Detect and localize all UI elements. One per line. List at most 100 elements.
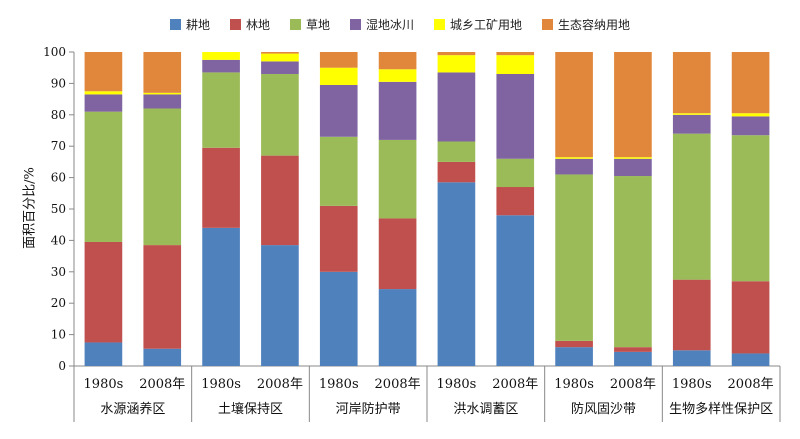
bar-segment	[261, 245, 299, 366]
bar-segment	[555, 157, 593, 159]
bar-segment	[84, 91, 123, 95]
x-tick-label: 1980s	[84, 377, 124, 392]
y-tick-label: 10	[51, 328, 66, 342]
bar-segment	[496, 55, 535, 74]
bar-segment	[202, 227, 240, 366]
x-tick-label: 2008年	[139, 377, 185, 392]
bar-segment	[378, 81, 417, 140]
bar-segment	[731, 113, 770, 117]
bar-segment	[555, 158, 593, 175]
bar-segment	[614, 158, 652, 177]
x-tick-label: 1980s	[437, 377, 477, 392]
y-tick-label: 100	[43, 45, 66, 59]
x-tick-label: 2008年	[257, 377, 303, 392]
y-tick-label: 20	[51, 296, 66, 310]
legend-item: 林地	[229, 16, 270, 33]
bar-segment	[614, 351, 652, 366]
bar-segment	[378, 69, 417, 82]
legend-swatch	[289, 18, 301, 30]
x-tick-label: 2008年	[728, 377, 774, 392]
y-tick-label: 0	[58, 359, 66, 373]
bar-segment	[731, 52, 770, 114]
y-tick-label: 90	[51, 76, 66, 90]
bar-segment	[261, 53, 299, 62]
legend-label: 生态容纳用地	[558, 17, 631, 32]
bar-segment	[672, 350, 711, 366]
bar-segment	[496, 73, 535, 159]
bar-segment	[84, 342, 123, 366]
bar-segment	[143, 108, 182, 246]
x-tick-label: 1980s	[672, 377, 712, 392]
bar-segment	[731, 353, 770, 366]
y-tick-label: 60	[51, 171, 66, 185]
bar-segment	[555, 174, 593, 341]
x-tick-label: 1980s	[554, 377, 594, 392]
y-tick-label: 40	[51, 233, 66, 247]
bar-segment	[319, 84, 358, 137]
y-tick-label: 30	[51, 265, 66, 279]
bar-segment	[261, 52, 299, 54]
legend-swatch	[434, 18, 446, 30]
bar-segment	[378, 289, 417, 366]
bar-segment	[672, 114, 711, 134]
bar-segment	[319, 136, 358, 206]
group-label: 水源涵养区	[100, 401, 165, 417]
bar-segment	[202, 72, 240, 148]
bar-segment	[261, 61, 299, 74]
legend-swatch	[229, 18, 241, 30]
bar-segment	[84, 52, 123, 92]
bar-segment	[202, 147, 240, 228]
x-tick-label: 2008年	[610, 377, 656, 392]
bar-segment	[319, 67, 358, 85]
y-axis-label: 面积百分比/%	[22, 167, 38, 249]
group-label: 土壤保持区	[218, 401, 283, 417]
bar-segment	[261, 155, 299, 246]
bar-segment	[261, 73, 299, 156]
group-label: 河岸防护带	[336, 401, 401, 417]
bar-segment	[731, 116, 770, 136]
x-tick-label: 2008年	[375, 377, 421, 392]
legend-label: 城乡工矿用地	[450, 17, 523, 32]
bar-segment	[672, 52, 711, 114]
bar-segment	[731, 281, 770, 354]
legend-item: 湿地冰川	[350, 16, 414, 33]
bar-segment	[437, 161, 476, 183]
legend-swatch	[350, 18, 361, 30]
x-tick-label: 1980s	[319, 377, 359, 392]
bar-segment	[143, 52, 182, 93]
bar-segment	[672, 279, 711, 351]
bar-segment	[437, 141, 476, 162]
bar-segment	[614, 52, 652, 158]
legend-swatch	[169, 18, 181, 30]
bar-segment	[143, 348, 182, 366]
bar-segment	[437, 52, 476, 56]
legend-label: 草地	[305, 17, 330, 32]
legend: 耕地 林地 草地 湿地冰川 城乡工矿用地 生态容纳用地	[0, 12, 800, 36]
bar-segment	[319, 271, 358, 366]
legend-item: 草地	[289, 16, 330, 33]
legend-swatch	[542, 18, 554, 30]
legend-label: 湿地冰川	[366, 17, 415, 32]
bar-segment	[496, 158, 535, 188]
bar-segment	[319, 52, 358, 68]
legend-label: 林地	[245, 17, 270, 32]
group-label: 生物多样性保护区	[669, 401, 773, 417]
group-label: 防风固沙带	[571, 401, 636, 417]
bar-segment	[378, 139, 417, 219]
bar-segment	[84, 241, 123, 343]
y-tick-label: 70	[51, 139, 66, 153]
bar-segment	[143, 94, 182, 109]
bar-segment	[202, 52, 240, 60]
bar-segment	[378, 52, 417, 70]
bar-segment	[496, 52, 535, 56]
bar-segment	[496, 215, 535, 366]
y-tick-label: 50	[51, 202, 66, 216]
legend-item: 耕地	[169, 16, 210, 33]
group-label: 洪水调蓄区	[453, 402, 518, 417]
bar-segment	[143, 245, 182, 349]
bar-segment	[614, 347, 652, 352]
legend-label: 耕地	[185, 17, 210, 32]
bar-segment	[555, 340, 593, 348]
bar-segment	[378, 218, 417, 290]
